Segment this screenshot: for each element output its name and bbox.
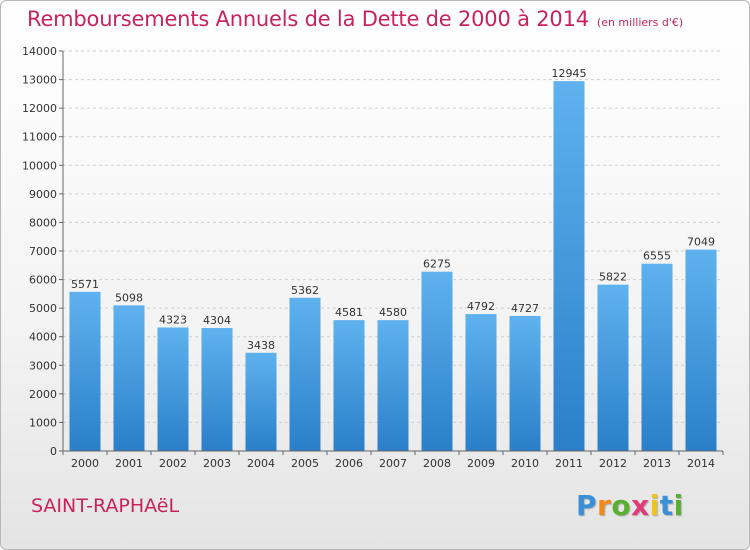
y-tick-label: 10000 <box>22 159 57 172</box>
bar-value-label: 5822 <box>599 271 627 284</box>
x-tick-label: 2011 <box>555 457 583 470</box>
bar-value-label: 6555 <box>643 250 671 263</box>
chart-title: Remboursements Annuels de la Dette de 20… <box>27 7 683 31</box>
bar <box>201 328 233 451</box>
y-tick-label: 4000 <box>29 331 57 344</box>
y-tick-label: 12000 <box>22 102 57 115</box>
x-tick-label: 2007 <box>379 457 407 470</box>
proxiti-logo: Proxiti <box>576 489 684 522</box>
bar <box>685 249 717 451</box>
x-tick-label: 2006 <box>335 457 363 470</box>
logo-letter: o <box>611 489 632 522</box>
logo-letter: r <box>597 489 612 522</box>
logo-letter: t <box>659 489 674 522</box>
x-tick-label: 2005 <box>291 457 319 470</box>
y-tick-label: 1000 <box>29 416 57 429</box>
bar <box>465 314 497 451</box>
y-tick-label: 7000 <box>29 245 57 258</box>
bar <box>157 327 189 451</box>
bar <box>377 320 409 451</box>
chart-subtitle: (en milliers d'€) <box>596 16 684 29</box>
bar <box>509 315 541 451</box>
bar-value-label: 4581 <box>335 306 363 319</box>
x-tick-label: 2014 <box>687 457 715 470</box>
logo-letter: i <box>673 489 684 522</box>
bar-value-label: 5362 <box>291 284 319 297</box>
bar <box>245 352 277 451</box>
x-tick-label: 2010 <box>511 457 539 470</box>
y-axis: 0 1000 2000 3000 4000 5000 6000 7000 8000 9000 100… <box>22 45 64 458</box>
logo-letter: P <box>576 489 598 522</box>
bar <box>333 320 365 451</box>
bar <box>421 271 453 451</box>
y-tick-label: 11000 <box>22 131 57 144</box>
bar <box>641 263 673 451</box>
x-tick-label: 2002 <box>159 457 187 470</box>
bar-value-label: 3438 <box>247 339 275 352</box>
bar-value-label: 12945 <box>552 67 587 80</box>
y-tick-label: 8000 <box>29 216 57 229</box>
bar <box>553 81 585 452</box>
x-tick-label: 2004 <box>247 457 275 470</box>
y-tick-label: 14000 <box>22 45 57 58</box>
x-tick-label: 2013 <box>643 457 671 470</box>
city-name: SAINT-RAPHAëL <box>31 495 180 517</box>
x-tick-label: 2009 <box>467 457 495 470</box>
x-tick-label: 2003 <box>203 457 231 470</box>
bar <box>69 291 101 451</box>
y-tick-label: 13000 <box>22 74 57 87</box>
bar-value-label: 4727 <box>511 302 539 315</box>
bars: 5571 5098 4323 4304 3438 5362 4581 4580 6275 4792… <box>69 67 717 452</box>
chart-title-text: Remboursements Annuels de la Dette de 20… <box>27 7 589 31</box>
bar <box>289 297 321 451</box>
bar <box>113 305 145 451</box>
bar-value-label: 4580 <box>379 306 407 319</box>
bar-value-label: 4792 <box>467 300 495 313</box>
bar-value-label: 4323 <box>159 313 187 326</box>
bar-value-label: 6275 <box>423 258 451 271</box>
y-tick-label: 0 <box>50 445 57 458</box>
bar-value-label: 5571 <box>71 278 99 291</box>
y-tick-label: 3000 <box>29 359 57 372</box>
x-tick-label: 2000 <box>71 457 99 470</box>
bar-value-label: 4304 <box>203 314 231 327</box>
y-tick-label: 5000 <box>29 302 57 315</box>
logo-letter: i <box>649 489 660 522</box>
logo-letter: x <box>631 489 650 522</box>
y-tick-label: 2000 <box>29 388 57 401</box>
y-tick-label: 9000 <box>29 188 57 201</box>
bar-value-label: 7049 <box>687 236 715 249</box>
x-tick-label: 2012 <box>599 457 627 470</box>
bar <box>597 284 629 451</box>
bar-value-label: 5098 <box>115 291 143 304</box>
y-tick-label: 6000 <box>29 274 57 287</box>
x-tick-label: 2008 <box>423 457 451 470</box>
x-axis: 2000 2001 2002 2003 2004 2005 2006 2007 2008 2009… <box>62 450 724 470</box>
x-tick-label: 2001 <box>115 457 143 470</box>
